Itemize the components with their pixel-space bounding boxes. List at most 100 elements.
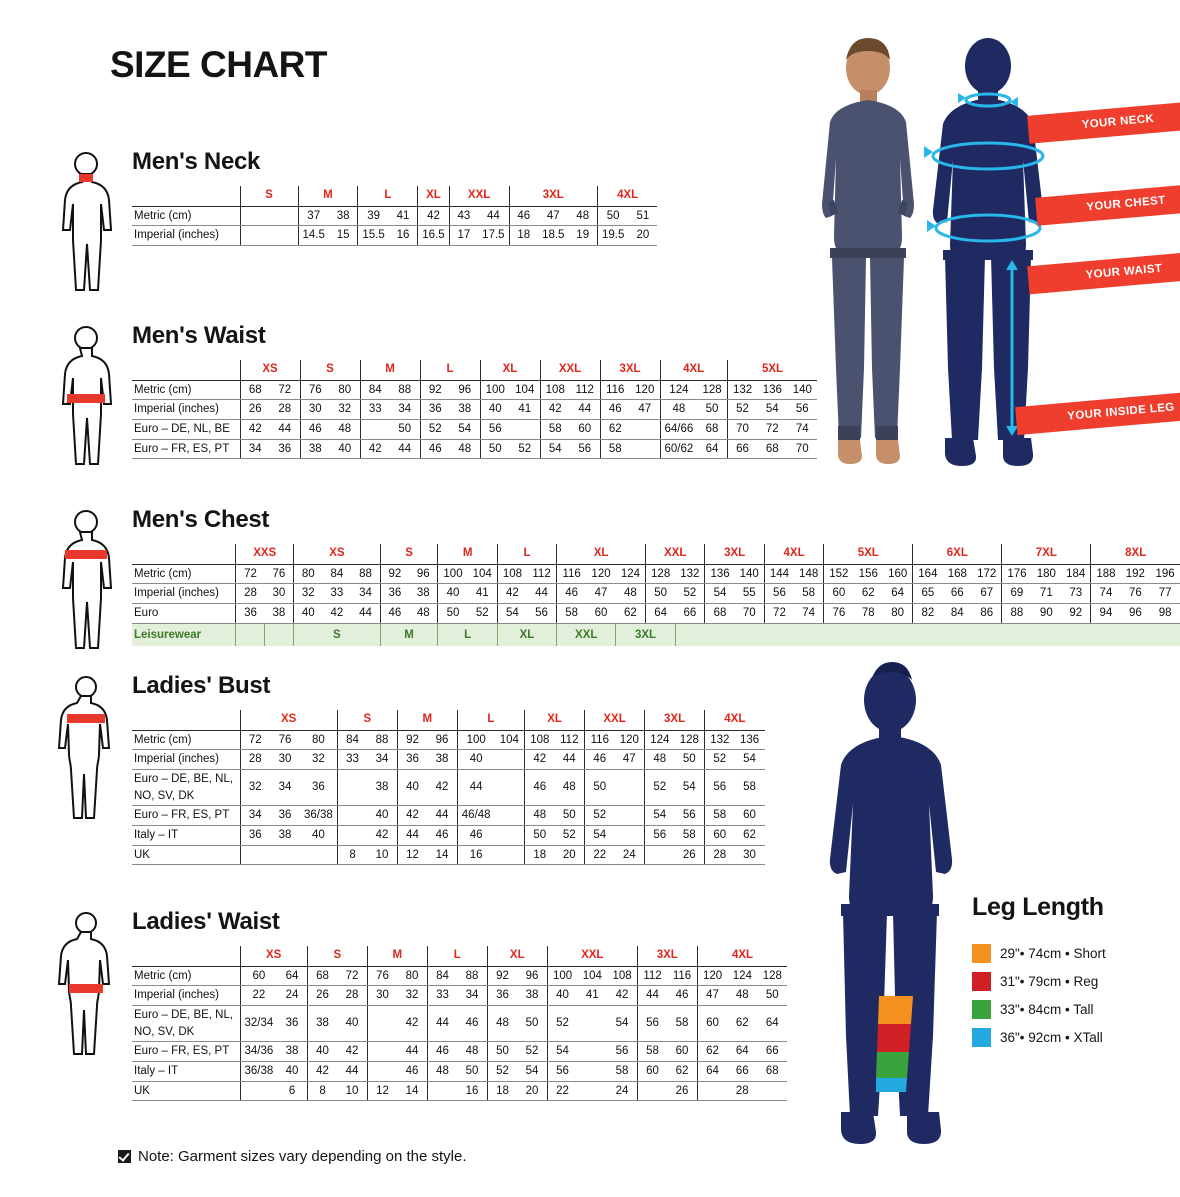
size-group-4xl: 4XL <box>696 946 788 967</box>
table-cell: 116 <box>584 730 615 751</box>
size-table: XXS XS S M L XL XXL 3XL 4XL 5XL 6XL 7XL 8XL Metric (c… <box>132 544 1180 647</box>
table-cell: 66 <box>942 583 973 605</box>
table-cell: 52 <box>517 1041 548 1063</box>
table-cell: 94 <box>1090 603 1121 624</box>
table-cell: 52 <box>554 825 585 846</box>
table-cell: 48 <box>568 206 598 227</box>
size-table: XS S M L XL XXL 3XL 4XL 5XL Metric (cm) 68 72 76 80 84… <box>132 360 818 460</box>
row-label: Metric (cm) <box>132 730 240 751</box>
leg-length-bands <box>876 996 913 1092</box>
table-cell: 55 <box>734 583 765 605</box>
table-cell: 96 <box>427 730 458 751</box>
table-cell: 56 <box>674 805 705 827</box>
size-group-4xl: 4XL <box>659 360 728 381</box>
table-cell: 124 <box>659 380 698 401</box>
table-cell <box>336 805 368 827</box>
table-cell: 66 <box>675 603 705 624</box>
table-cell: 50 <box>674 749 705 771</box>
table-cell: 60 <box>823 583 854 605</box>
table-cell: 34 <box>239 439 270 460</box>
size-group-3xl: 3XL <box>508 186 598 207</box>
table-cell: 62 <box>599 419 630 440</box>
table-cell: 60/62 <box>659 439 698 460</box>
table-cell: 96 <box>1120 603 1151 624</box>
table-cell: 140 <box>787 380 818 401</box>
table-cell: 112 <box>527 564 557 585</box>
table-cell: 47 <box>696 985 728 1007</box>
table-cell: 108 <box>496 564 528 585</box>
table-cell: 10 <box>367 845 398 866</box>
table-cell: 65 <box>912 583 943 605</box>
table-cell: 104 <box>510 380 540 401</box>
leg-length-swatch <box>972 944 991 963</box>
table-cell: 52 <box>584 805 615 827</box>
table-mens-chest: XXS XS S M L XL XXL 3XL 4XL 5XL 6XL 7XL 8XL Metric (c… <box>132 544 1180 647</box>
table-cell: 44 <box>636 985 668 1007</box>
table-cell: 60 <box>586 603 616 624</box>
size-group-s: S <box>379 544 438 565</box>
table-cell <box>300 845 338 866</box>
size-group-l: L <box>419 360 480 381</box>
table-cell: 18.5 <box>538 225 569 247</box>
table-cell: 34 <box>367 749 398 771</box>
table-cell: 36 <box>486 985 518 1007</box>
photo-model <box>822 38 914 464</box>
table-cell: 68 <box>239 380 270 401</box>
table-cell: 36 <box>419 399 450 421</box>
table-cell: 66 <box>727 1061 758 1082</box>
table-cell: 84 <box>426 966 458 987</box>
size-table: XS S M L XL XXL 3XL 4XL Metric (cm) 60 64 68 72 76 80 8… <box>132 946 788 1102</box>
table-cell: 38 <box>264 603 294 624</box>
leg-length-label: 36"• 92cm • XTall <box>1000 1030 1103 1045</box>
table-cell: 43 <box>448 206 479 227</box>
table-cell: 42 <box>359 439 390 460</box>
page-title: SIZE CHART <box>110 44 328 85</box>
row-label: Italy – IT <box>132 825 240 846</box>
table-cell: 60 <box>636 1061 668 1082</box>
table-row: Imperial (inches) 28 30 32 33 34 36 38 40 41 42 44 4… <box>132 583 1180 605</box>
table-cell: 46 <box>397 1061 428 1082</box>
table-cell: 116 <box>599 380 630 401</box>
table-cell: 56 <box>479 419 510 440</box>
table-cell: 58 <box>674 825 705 846</box>
row-label: Metric (cm) <box>132 564 236 585</box>
size-group-l: L <box>426 946 488 967</box>
table-cell: 104 <box>494 730 525 751</box>
table-cell: 38 <box>450 399 480 421</box>
size-group-xs: XS <box>239 946 308 967</box>
table-cell: 18 <box>486 1081 518 1102</box>
leisurewear-cell <box>235 623 265 647</box>
table-cell: 40 <box>546 985 578 1007</box>
table-cell: 30 <box>299 399 330 421</box>
table-cell: 60 <box>734 805 765 827</box>
table-cell <box>494 805 525 827</box>
table-cell: 80 <box>300 730 338 751</box>
table-cell: 56 <box>570 439 600 460</box>
table-cell: 32 <box>397 985 428 1007</box>
leg-length-item: 33"• 84cm • Tall <box>972 1000 1172 1019</box>
leisurewear-row: Leisurewear S M L XL XXL 3XL <box>132 623 1180 647</box>
table-cell: 136 <box>757 380 788 401</box>
table-cell: 52 <box>546 1005 578 1043</box>
table-cell <box>577 1081 608 1102</box>
table-cell: 140 <box>734 564 765 585</box>
table-cell <box>630 439 660 460</box>
table-cell: 42 <box>417 206 450 227</box>
table-cell: 42 <box>337 1041 368 1063</box>
table-cell: 70 <box>726 419 758 440</box>
table-cell: 54 <box>757 399 788 421</box>
table-cell: 48 <box>457 1041 488 1063</box>
row-label: Imperial (inches) <box>132 225 240 247</box>
table-cell: 26 <box>306 985 338 1007</box>
table-cell: 44 <box>270 419 300 440</box>
table-cell: 92 <box>1061 603 1091 624</box>
table-cell: 60 <box>696 1005 728 1043</box>
table-cell: 80 <box>397 966 428 987</box>
navy-silhouette <box>932 38 1044 466</box>
table-cell: 68 <box>306 966 338 987</box>
table-cell: 58 <box>794 583 824 605</box>
table-cell: 44 <box>427 805 458 827</box>
table-cell: 60 <box>704 825 735 846</box>
table-cell <box>577 1005 608 1043</box>
table-cell: 46/48 <box>456 805 495 827</box>
